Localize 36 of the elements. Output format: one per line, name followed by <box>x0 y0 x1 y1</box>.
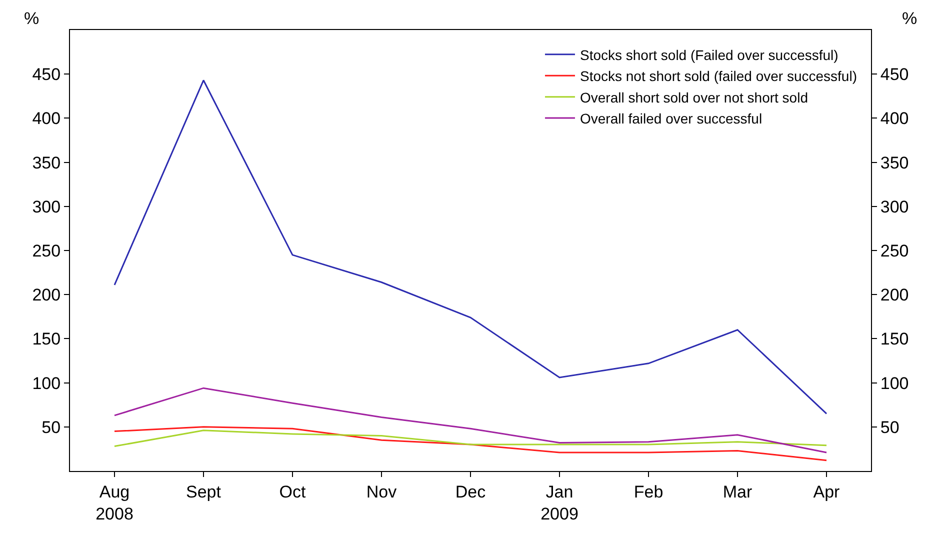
y-axis-title: % <box>24 9 40 28</box>
legend-label: Overall short sold over not short sold <box>580 89 808 106</box>
y2-tick-label: 300 <box>880 197 909 216</box>
y2-tick-label: 450 <box>880 65 909 84</box>
y-tick-label: 50 <box>42 418 61 437</box>
y-tick-label: 100 <box>32 374 61 393</box>
y2-tick-label: 200 <box>880 286 909 305</box>
y2-axis-title: % <box>902 9 918 28</box>
x-tick-label: Oct <box>279 482 306 502</box>
y2-tick-label: 50 <box>880 418 900 437</box>
x-tick-label: Apr <box>813 482 840 502</box>
y2-tick-label: 350 <box>880 153 909 172</box>
x-tick-label: Jan 2009 <box>540 482 578 524</box>
y-tick-label: 200 <box>32 286 61 305</box>
x-tick-label: Aug 2008 <box>96 482 134 524</box>
x-tick-label: Dec <box>455 482 486 502</box>
y-tick-label: 450 <box>32 65 61 84</box>
x-tick-label: Mar <box>722 482 752 502</box>
line-series <box>114 426 828 462</box>
legend-label: Stocks not short sold (failed over successful) <box>580 68 858 84</box>
line-series <box>114 430 828 448</box>
y-tick-label: 300 <box>32 197 61 216</box>
y-tick-label: 150 <box>32 330 61 349</box>
y2-tick-label: 400 <box>880 109 909 128</box>
legend-label: Overall failed over successful <box>580 110 762 126</box>
x-tick-label: Sept <box>186 482 222 502</box>
y-tick-label: 250 <box>32 241 61 260</box>
y2-tick-label: 100 <box>880 374 909 393</box>
x-tick-label: Nov <box>366 482 398 502</box>
y2-tick-label: 250 <box>880 241 909 260</box>
legend-label: Stocks short sold (Failed over successful) <box>580 46 838 63</box>
x-tick-label: Feb <box>634 482 664 502</box>
line-series <box>114 387 828 454</box>
y2-tick-label: 150 <box>880 330 909 349</box>
y-tick-label: 400 <box>32 109 61 128</box>
y-tick-label: 350 <box>32 153 61 172</box>
